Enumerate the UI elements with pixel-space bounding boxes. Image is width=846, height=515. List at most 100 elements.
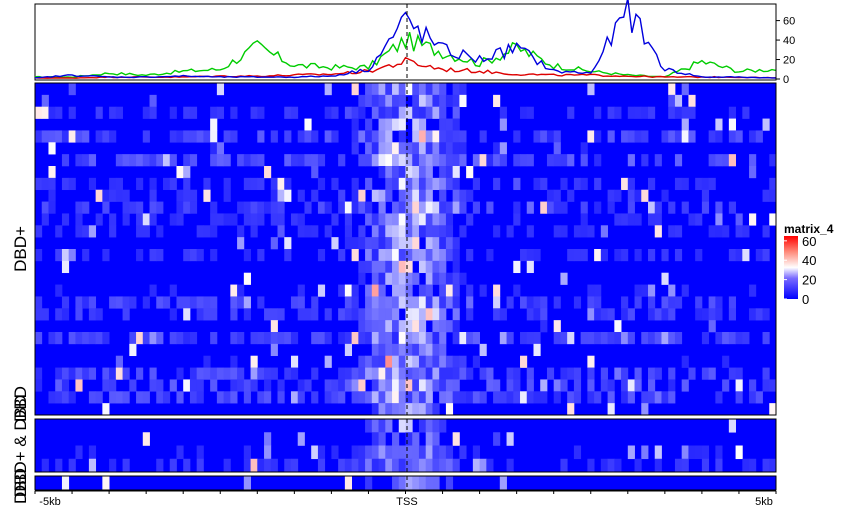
legend-tick-label: 20 xyxy=(802,273,816,288)
heatmap-cell xyxy=(594,249,602,262)
heatmap-cell xyxy=(445,458,454,473)
heatmap-cell xyxy=(392,445,400,460)
heatmap-cell xyxy=(452,458,460,473)
heatmap-cell xyxy=(196,308,204,321)
heatmap-cell xyxy=(210,367,218,380)
heatmap-cell xyxy=(183,154,191,167)
heatmap-cell xyxy=(412,379,420,392)
heatmap-cell xyxy=(634,296,642,309)
heatmap-cell xyxy=(176,189,184,202)
heatmap-cell xyxy=(432,94,440,108)
heatmap-cell xyxy=(418,83,427,96)
heatmap-cell xyxy=(526,154,534,167)
legend-tick-label: 40 xyxy=(802,253,816,268)
heatmap-cell xyxy=(311,332,319,345)
heatmap-cell xyxy=(156,296,164,309)
heatmap-cell xyxy=(600,249,608,262)
heatmap-cell xyxy=(392,403,400,416)
heatmap-cell xyxy=(418,142,427,155)
heatmap-cell xyxy=(688,445,696,460)
heatmap-cell xyxy=(580,177,588,191)
heatmap-cell xyxy=(210,130,218,143)
heatmap-cell xyxy=(176,391,184,404)
heatmap-cell xyxy=(418,476,427,491)
legend-tick-label: 0 xyxy=(802,292,809,307)
heatmap-cell xyxy=(749,284,757,297)
heatmap-cell xyxy=(418,343,427,357)
heatmap-cell xyxy=(284,130,292,143)
heatmap-cell xyxy=(317,332,326,345)
heatmap-cell xyxy=(237,225,245,238)
heatmap-cell xyxy=(392,260,400,274)
heatmap-cell xyxy=(95,308,103,321)
heatmap-cell xyxy=(439,419,447,433)
heatmap-cell xyxy=(331,237,339,250)
heatmap-cell xyxy=(88,367,97,380)
heatmap-cell xyxy=(546,367,555,380)
heatmap-cell xyxy=(365,308,373,321)
heatmap-cell xyxy=(513,284,521,297)
heatmap-cell xyxy=(284,189,292,202)
heatmap-cell xyxy=(371,419,379,433)
heatmap-cell xyxy=(418,106,427,119)
heatmap-cell xyxy=(129,332,137,345)
heatmap-cell xyxy=(392,379,400,392)
heatmap-cell xyxy=(176,296,184,309)
heatmap-cell xyxy=(142,213,150,226)
heatmap-cell xyxy=(196,379,204,392)
heatmap-cell xyxy=(156,249,164,262)
heatmap-cell xyxy=(425,225,433,238)
heatmap-cell xyxy=(398,379,406,392)
heatmap-cell xyxy=(338,308,346,321)
heatmap-cell xyxy=(540,296,548,309)
color-legend: matrix_4 60 40 20 0 xyxy=(784,222,834,307)
heatmap-cell xyxy=(398,272,406,285)
heatmap-cell xyxy=(378,367,386,380)
heatmap-cell xyxy=(594,284,602,297)
heatmap-cell xyxy=(425,432,433,446)
heatmap-cell xyxy=(392,154,400,167)
heatmap-cell xyxy=(385,379,393,392)
heatmap-cell xyxy=(728,296,736,309)
heatmap-cell xyxy=(358,154,366,167)
heatmap-cell xyxy=(122,154,130,167)
heatmap-cell xyxy=(412,94,420,108)
heatmap-cell xyxy=(365,154,373,167)
heatmap-cell xyxy=(425,458,433,473)
heatmap-cell xyxy=(324,308,332,321)
heatmap-cell xyxy=(405,355,413,368)
heatmap-cell xyxy=(722,355,730,368)
heatmap-cell xyxy=(432,142,440,155)
heatmap-cell xyxy=(95,106,103,119)
heatmap-cell xyxy=(701,332,710,345)
heatmap-cell xyxy=(708,320,716,333)
heatmap-panel-2 xyxy=(34,418,777,473)
heatmap-cell xyxy=(371,367,379,380)
heatmap-cell xyxy=(371,432,379,446)
heatmap-cell xyxy=(129,154,137,167)
heatmap-cell xyxy=(142,106,150,119)
heatmap-cell xyxy=(728,308,736,321)
heatmap-cell xyxy=(459,130,467,143)
x-axis-minor-ticks xyxy=(34,491,777,494)
heatmap-cell xyxy=(115,106,123,119)
heatmap-cell xyxy=(48,177,56,191)
heatmap-cell xyxy=(600,458,608,473)
heatmap-cell xyxy=(358,458,366,473)
heatmap-cell xyxy=(35,379,43,392)
heatmap-cell xyxy=(627,154,635,167)
heatmap-cell xyxy=(264,458,272,473)
heatmap-cell xyxy=(621,379,629,392)
heatmap-cell xyxy=(654,225,662,238)
heatmap-cell xyxy=(708,308,716,321)
heatmap-cell xyxy=(129,343,137,357)
heatmap-cell xyxy=(41,177,49,191)
heatmap-cell xyxy=(573,296,582,309)
heatmap-cell xyxy=(61,177,70,191)
heatmap-cell xyxy=(634,249,642,262)
heatmap-cell xyxy=(688,130,696,143)
heatmap-cell xyxy=(439,343,447,357)
heatmap-cell xyxy=(365,367,373,380)
heatmap-cell xyxy=(627,332,635,345)
heatmap-cell xyxy=(405,106,413,119)
